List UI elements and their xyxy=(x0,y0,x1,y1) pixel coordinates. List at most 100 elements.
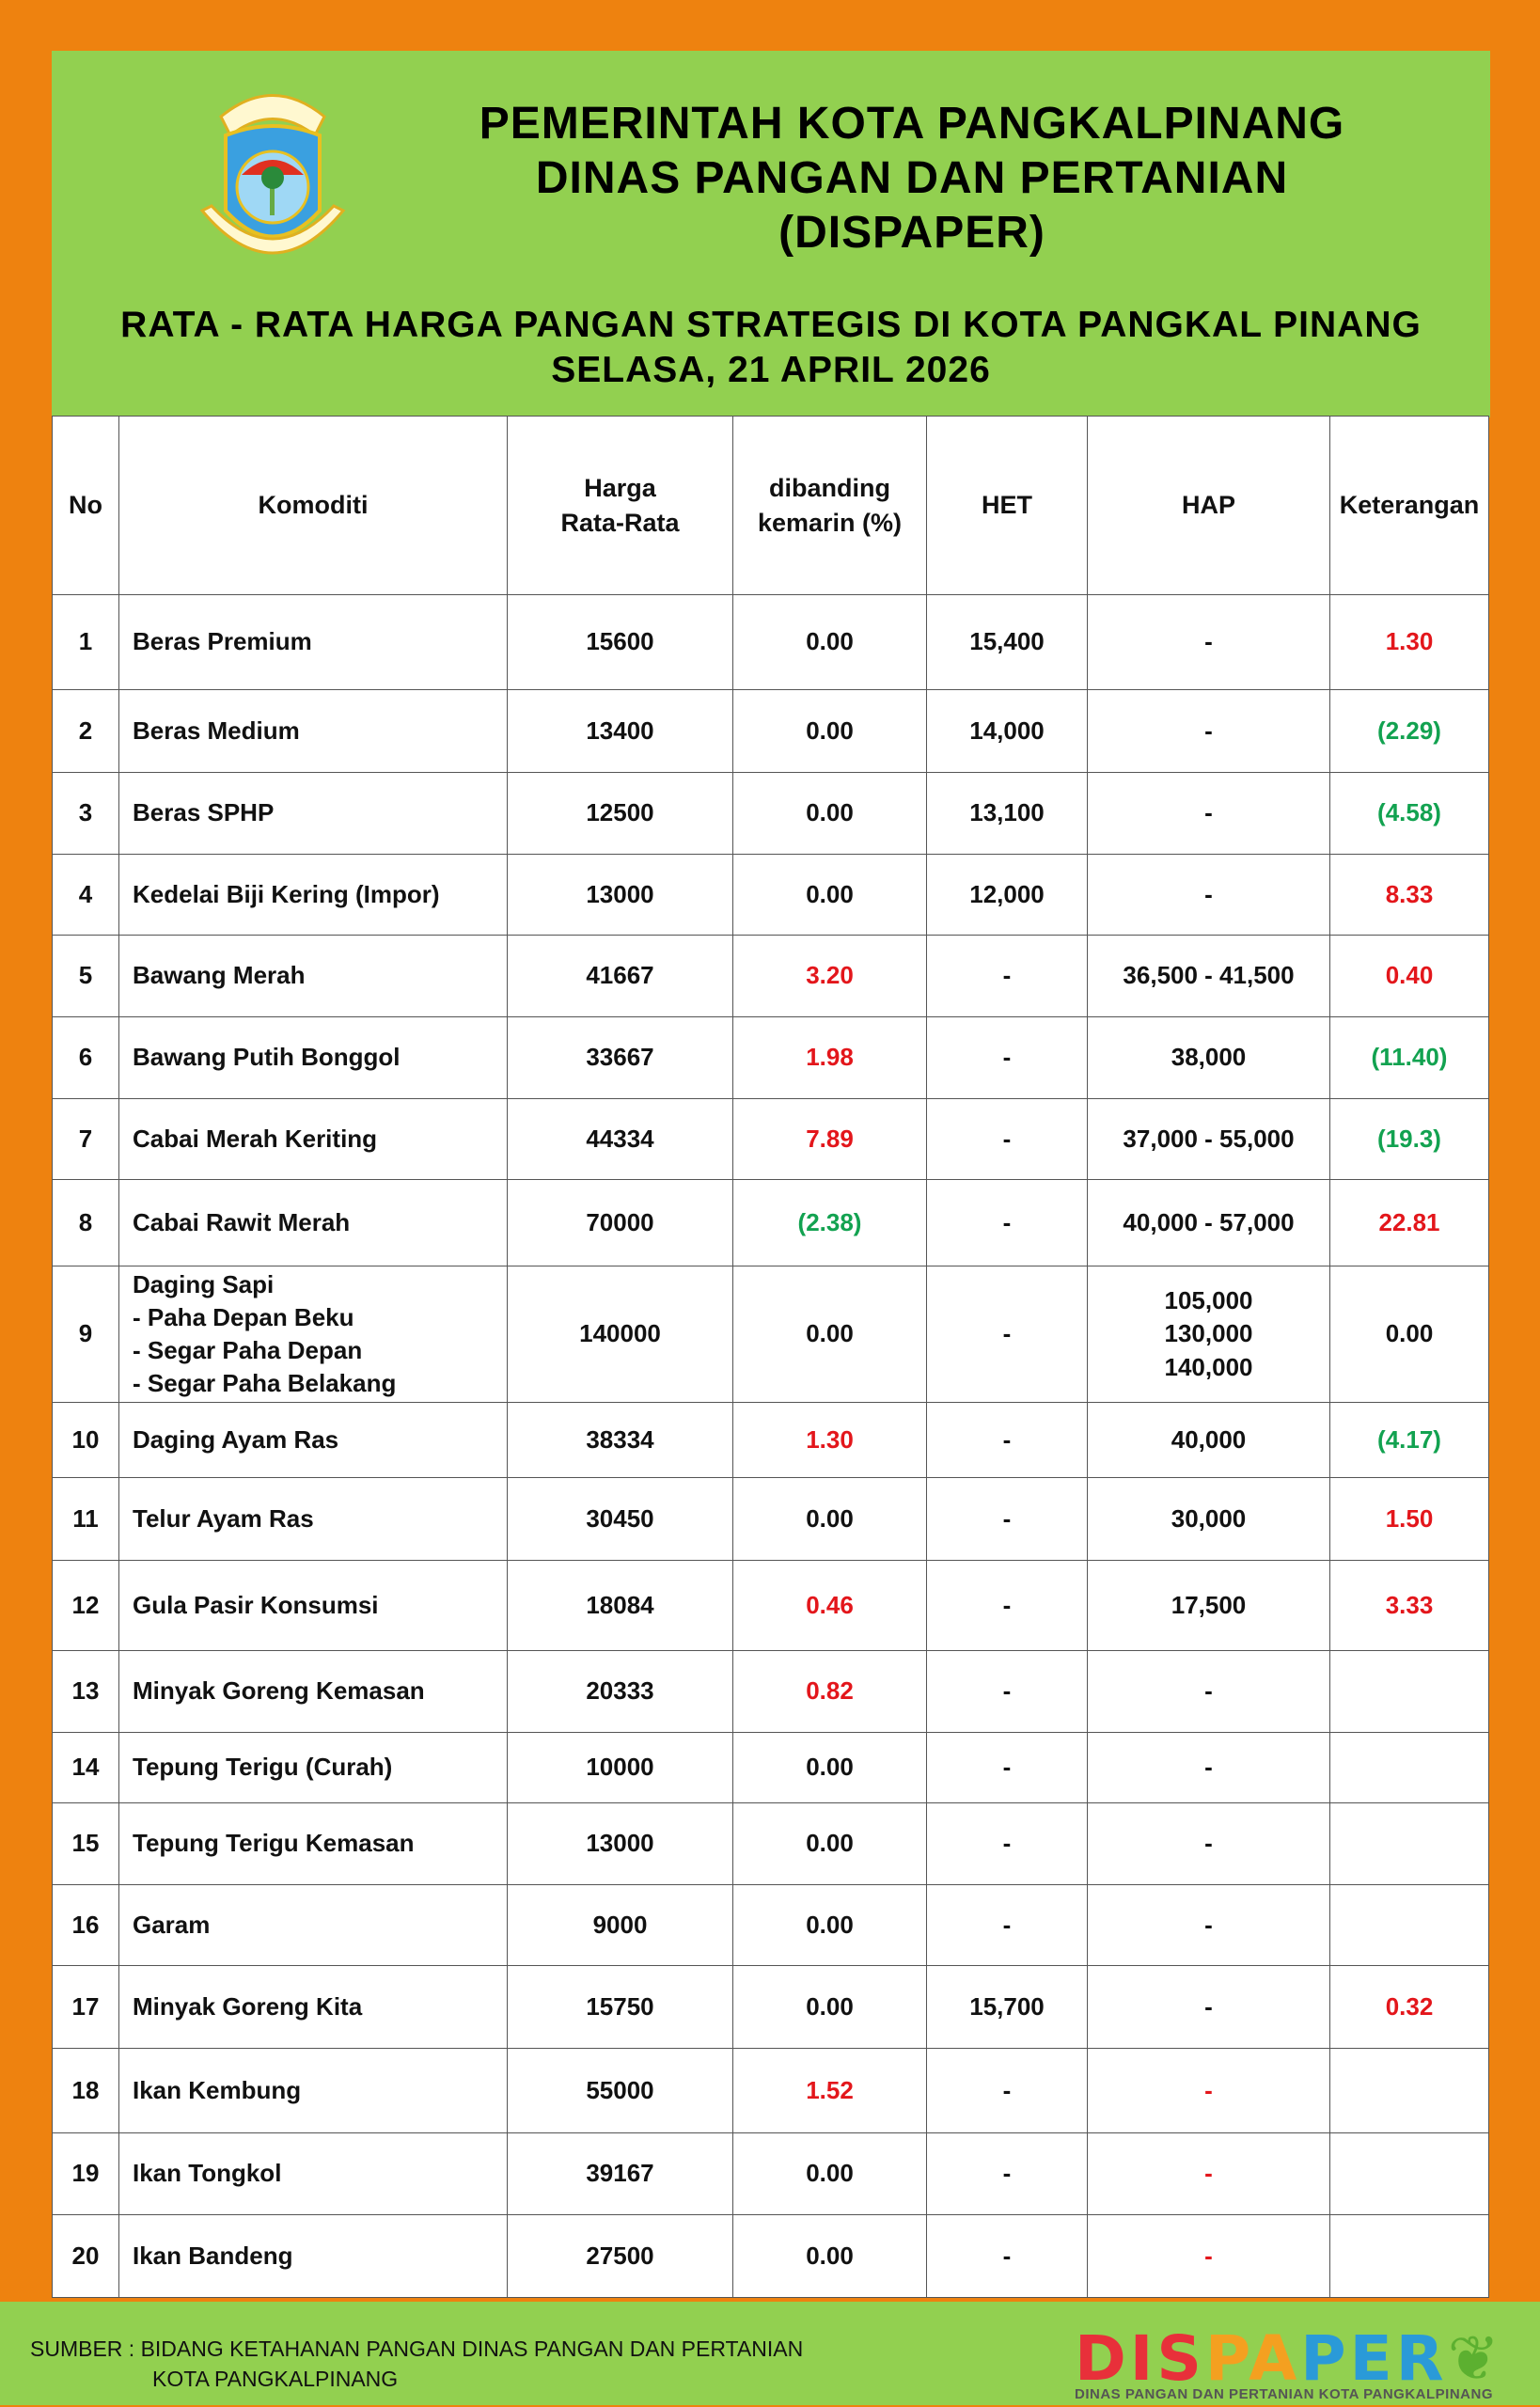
col-no-cell: 7 xyxy=(52,1098,119,1180)
col-hap-cell: 38,000 xyxy=(1087,1016,1330,1099)
col-no-cell: 8 xyxy=(52,1179,119,1266)
col-het-cell: - xyxy=(926,1402,1088,1478)
col-keterangan-cell: (4.58) xyxy=(1329,772,1489,855)
col-het-cell: 15,700 xyxy=(926,1965,1088,2049)
col-komoditi-cell: Ikan Tongkol xyxy=(118,2132,508,2215)
col-komoditi-cell: Kedelai Biji Kering (Impor) xyxy=(118,854,508,936)
col-keterangan-cell: (11.40) xyxy=(1329,1016,1489,1099)
col-no-cell: 2 xyxy=(52,689,119,773)
col-hap-cell: 40,000 - 57,000 xyxy=(1087,1179,1330,1266)
col-keterangan-cell xyxy=(1329,1802,1489,1885)
col-keterangan-cell: (4.17) xyxy=(1329,1402,1489,1478)
table-row: 11 Telur Ayam Ras 30450 0.00-30,000 1.50 xyxy=(52,1477,1489,1561)
table-row: 8 Cabai Rawit Merah 70000 (2.38) -40,000 - 5… xyxy=(52,1179,1489,1266)
table-row: 4 Kedelai Biji Kering (Impor) 13000 0.00 12,… xyxy=(52,854,1489,936)
table-row: 15 Tepung Terigu Kemasan 13000 0.00- - xyxy=(52,1802,1489,1885)
col-het-cell: - xyxy=(926,2214,1088,2298)
col-dibanding-cell: 0.82 xyxy=(732,1650,927,1733)
col-komoditi-cell: Bawang Putih Bonggol xyxy=(118,1016,508,1099)
col-harga-cell: 140000 xyxy=(507,1266,733,1403)
col-dibanding-cell: 0.00 xyxy=(732,854,927,936)
col-hap-cell: - xyxy=(1087,689,1330,773)
table-row: 5 Bawang Merah 41667 3.20-36,500 - 41,500 0.… xyxy=(52,935,1489,1017)
col-het-cell: 14,000 xyxy=(926,689,1088,773)
col-no-cell: 10 xyxy=(52,1402,119,1478)
report-date: SELASA, 21 APRIL 2026 xyxy=(551,350,991,390)
table-row: 13 Minyak Goreng Kemasan 20333 0.82- - xyxy=(52,1650,1489,1733)
table-row: 9 Daging Sapi - Paha Depan Beku - Segar P… xyxy=(52,1266,1489,1403)
col-komoditi-cell: Gula Pasir Konsumsi xyxy=(118,1560,508,1651)
col-dibanding-cell: 0.00 xyxy=(732,772,927,855)
col-harga-cell: 13000 xyxy=(507,1802,733,1885)
col-komoditi-cell: Beras Medium xyxy=(118,689,508,773)
col-dibanding-cell: 1.30 xyxy=(732,1402,927,1478)
col-hap-cell: 105,000 130,000 140,000 xyxy=(1087,1266,1330,1403)
col-hap-cell: - xyxy=(1087,2214,1330,2298)
col-hap-cell: - xyxy=(1087,1965,1330,2049)
col-komoditi-cell: Daging Ayam Ras xyxy=(118,1402,508,1478)
col-komoditi-cell: Garam xyxy=(118,1884,508,1966)
col-no-cell: 3 xyxy=(52,772,119,855)
col-dibanding-cell: 0.00 xyxy=(732,594,927,690)
header-panel: PEMERINTAH KOTA PANGKALPINANG DINAS PANG… xyxy=(52,51,1490,417)
col-keterangan-cell: 0.00 xyxy=(1329,1266,1489,1403)
table-row: 14 Tepung Terigu (Curah) 10000 0.00- - xyxy=(52,1732,1489,1803)
table-row: 16 Garam 9000 0.00- - xyxy=(52,1884,1489,1966)
col-komoditi-cell: Telur Ayam Ras xyxy=(118,1477,508,1561)
col-harga-cell: 10000 xyxy=(507,1732,733,1803)
col-keterangan-cell xyxy=(1329,2048,1489,2133)
col-dibanding-cell: 0.00 xyxy=(732,689,927,773)
col-dibanding-cell: 0.00 xyxy=(732,2214,927,2298)
col-hap-cell: 36,500 - 41,500 xyxy=(1087,935,1330,1017)
table-row: 10 Daging Ayam Ras 38334 1.30-40,000 (4.17) xyxy=(52,1402,1489,1478)
col-keterangan-cell: 1.50 xyxy=(1329,1477,1489,1561)
table-row: 6 Bawang Putih Bonggol 33667 1.98-38,000 (11… xyxy=(52,1016,1489,1099)
col-no-cell: 1 xyxy=(52,594,119,690)
col-komoditi-cell: Cabai Merah Keriting xyxy=(118,1098,508,1180)
col-harga-header: Harga Rata-Rata xyxy=(507,416,733,595)
col-dibanding-cell: 3.20 xyxy=(732,935,927,1017)
col-het-cell: - xyxy=(926,1179,1088,1266)
col-no-cell: 5 xyxy=(52,935,119,1017)
source-line-2: KOTA PANGKALPINANG xyxy=(152,2367,399,2392)
col-keterangan-cell: (2.29) xyxy=(1329,689,1489,773)
col-harga-cell: 27500 xyxy=(507,2214,733,2298)
table-row: 2 Beras Medium 13400 0.00 14,000- (2.29) xyxy=(52,689,1489,773)
col-hap-cell: - xyxy=(1087,1732,1330,1803)
col-hap-cell: - xyxy=(1087,2048,1330,2133)
col-keterangan-cell: 8.33 xyxy=(1329,854,1489,936)
col-komoditi-cell: Cabai Rawit Merah xyxy=(118,1179,508,1266)
col-no-cell: 6 xyxy=(52,1016,119,1099)
col-no-cell: 15 xyxy=(52,1802,119,1885)
col-het-cell: - xyxy=(926,935,1088,1017)
col-hap-cell: - xyxy=(1087,772,1330,855)
col-keterangan-cell: 0.32 xyxy=(1329,1965,1489,2049)
col-no-cell: 9 xyxy=(52,1266,119,1403)
col-hap-cell: - xyxy=(1087,1802,1330,1885)
col-het-cell: - xyxy=(926,2048,1088,2133)
table-row: 3 Beras SPHP 12500 0.00 13,100- (4.58) xyxy=(52,772,1489,855)
col-harga-cell: 15600 xyxy=(507,594,733,690)
col-hap-cell: - xyxy=(1087,1884,1330,1966)
table-row: 12 Gula Pasir Konsumsi 18084 0.46-17,500 3.3… xyxy=(52,1560,1489,1651)
footer-panel: SUMBER : BIDANG KETAHANAN PANGAN DINAS P… xyxy=(0,2302,1540,2405)
col-harga-cell: 70000 xyxy=(507,1179,733,1266)
col-het-cell: - xyxy=(926,2132,1088,2215)
col-harga-cell: 9000 xyxy=(507,1884,733,1966)
col-hap-cell: - xyxy=(1087,854,1330,936)
col-harga-cell: 41667 xyxy=(507,935,733,1017)
col-het-cell: - xyxy=(926,1098,1088,1180)
col-hap-cell: 37,000 - 55,000 xyxy=(1087,1098,1330,1180)
col-hap-cell: - xyxy=(1087,1650,1330,1733)
col-keterangan-cell: (19.3) xyxy=(1329,1098,1489,1180)
col-dibanding-cell: 0.46 xyxy=(732,1560,927,1651)
col-komoditi-cell: Bawang Merah xyxy=(118,935,508,1017)
table-row: 20 Ikan Bandeng 27500 0.00- - xyxy=(52,2214,1489,2298)
col-dibanding-cell: 0.00 xyxy=(732,1477,927,1561)
col-het-header: HET xyxy=(926,416,1088,595)
col-harga-cell: 55000 xyxy=(507,2048,733,2133)
dispaper-logo: DISPAPER❦ DINAS PANGAN DAN PERTANIAN KOT… xyxy=(1075,2311,1535,2405)
col-keterangan-cell: 3.33 xyxy=(1329,1560,1489,1651)
col-no-header: No xyxy=(52,416,119,595)
col-harga-cell: 15750 xyxy=(507,1965,733,2049)
